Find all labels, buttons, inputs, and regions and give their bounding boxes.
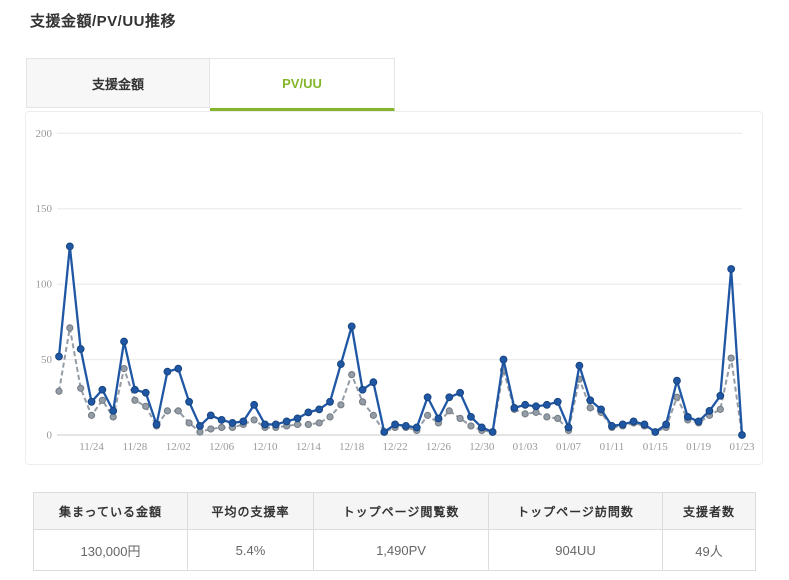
summary-value-pageviews: 1,490PV xyxy=(313,529,489,571)
svg-text:12/26: 12/26 xyxy=(426,441,452,453)
svg-text:50: 50 xyxy=(41,354,53,366)
svg-text:100: 100 xyxy=(36,279,53,291)
summary-header-visits: トップページ訪問数 xyxy=(488,492,663,530)
page-title: 支援金額/PV/UU推移 xyxy=(30,13,177,30)
summary-value-visits: 904UU xyxy=(488,529,663,571)
summary-value-support-rate: 5.4% xyxy=(187,529,314,571)
summary-value-supporters: 49人 xyxy=(662,529,756,571)
tab-pv-uu[interactable]: PV/UU xyxy=(210,58,395,112)
svg-text:01/03: 01/03 xyxy=(513,441,539,453)
svg-text:150: 150 xyxy=(36,203,53,215)
chart-tabs: 支援金額 PV/UU xyxy=(26,58,395,112)
svg-text:12/30: 12/30 xyxy=(469,441,495,453)
svg-text:11/24: 11/24 xyxy=(79,441,104,453)
svg-text:01/19: 01/19 xyxy=(686,441,712,453)
summary-header-support-rate: 平均の支援率 xyxy=(187,492,314,530)
svg-text:12/02: 12/02 xyxy=(166,441,191,453)
svg-text:11/28: 11/28 xyxy=(123,441,148,453)
summary-header-amount: 集まっている金額 xyxy=(33,492,188,530)
svg-text:12/06: 12/06 xyxy=(209,441,235,453)
summary-header-supporters: 支援者数 xyxy=(662,492,756,530)
svg-text:0: 0 xyxy=(47,430,53,442)
summary-value-amount: 130,000円 xyxy=(33,529,188,571)
tab-support-amount[interactable]: 支援金額 xyxy=(26,58,210,108)
svg-text:200: 200 xyxy=(36,128,53,140)
summary-header-pageviews: トップページ閲覧数 xyxy=(313,492,489,530)
svg-text:01/07: 01/07 xyxy=(556,441,582,453)
summary-value-row: 130,000円 5.4% 1,490PV 904UU 49人 xyxy=(33,529,756,571)
summary-header-row: 集まっている金額 平均の支援率 トップページ閲覧数 トップページ訪問数 支援者数 xyxy=(33,492,756,530)
svg-text:01/15: 01/15 xyxy=(643,441,669,453)
chart-panel: 0 50 100 150 200 11/24 11/28 12/02 12/06 12/10 12/… xyxy=(25,111,763,465)
svg-text:12/22: 12/22 xyxy=(383,441,408,453)
summary-table: 集まっている金額 平均の支援率 トップページ閲覧数 トップページ訪問数 支援者数… xyxy=(33,492,756,571)
svg-text:01/11: 01/11 xyxy=(600,441,625,453)
svg-text:12/10: 12/10 xyxy=(252,441,278,453)
svg-text:01/23: 01/23 xyxy=(729,441,755,453)
svg-text:12/18: 12/18 xyxy=(339,441,365,453)
pv-uu-line-chart[interactable]: 0 50 100 150 200 11/24 11/28 12/02 12/06 12/10 12/… xyxy=(26,112,762,464)
svg-text:12/14: 12/14 xyxy=(296,441,322,453)
